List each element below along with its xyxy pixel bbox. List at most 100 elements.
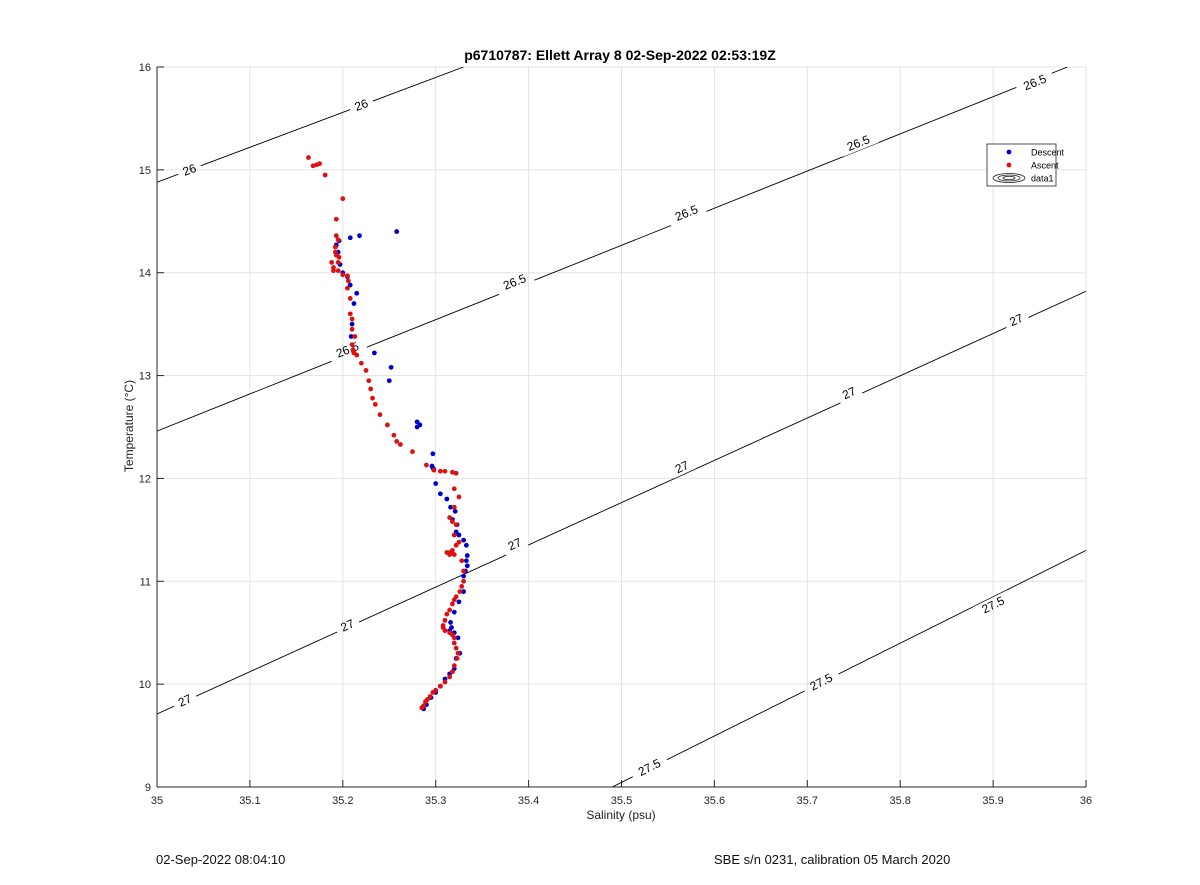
y-tick-label: 15 (139, 165, 151, 177)
descent-point (451, 609, 457, 615)
ascent-point (451, 486, 457, 492)
density-contour-line (157, 67, 464, 183)
ascent-point (333, 233, 339, 239)
descent-point (348, 334, 354, 339)
ascent-point (453, 522, 459, 528)
legend-entry: data1 (1031, 174, 1054, 184)
ascent-point (461, 568, 466, 574)
density-contour-label: 27 (338, 616, 356, 634)
ascent-point (451, 640, 457, 646)
ascent-point (451, 552, 457, 557)
density-contour-label: 26 (353, 96, 371, 114)
x-tick-label: 35.4 (518, 795, 539, 807)
ascent-point (347, 311, 353, 317)
y-tick-label: 13 (139, 371, 151, 383)
x-tick-label: 35.5 (611, 795, 632, 807)
descent-point (371, 350, 377, 356)
ascent-point (358, 360, 364, 366)
x-tick-label: 35.6 (704, 795, 725, 807)
descent-point (347, 282, 353, 288)
ascent-point (450, 469, 455, 475)
ascent-point (442, 679, 448, 685)
y-tick-label: 14 (139, 268, 151, 280)
ascent-point (310, 163, 316, 169)
descent-point (357, 233, 362, 239)
density-contour-line (157, 67, 1068, 432)
ascent-point (459, 584, 465, 589)
density-contour-label: 27 (176, 691, 194, 709)
series-ascent (306, 155, 466, 711)
x-tick-label: 35.2 (332, 795, 353, 807)
ascent-point (397, 442, 403, 447)
ascent-point (450, 601, 455, 607)
descent-point (452, 508, 458, 514)
ascent-point (454, 656, 460, 661)
legend-marker (1006, 149, 1012, 155)
ascent-point (349, 316, 355, 322)
density-contour-line (612, 550, 1086, 787)
ascent-point (377, 412, 383, 418)
ascent-point (349, 326, 355, 332)
descent-point (464, 553, 470, 558)
ascent-point (322, 172, 328, 178)
legend: Descent Ascent data1 (986, 143, 1065, 187)
y-axis-label: Temperature (°C) (122, 380, 136, 472)
descent-point (430, 451, 436, 457)
legend-entry: Descent (1031, 148, 1065, 158)
ascent-point (453, 645, 459, 651)
descent-point (347, 235, 353, 241)
descent-point (456, 599, 462, 605)
descent-point (351, 301, 357, 306)
ascent-point (394, 439, 400, 444)
descent-point (388, 364, 394, 370)
ascent-point (332, 244, 338, 250)
ascent-point (450, 519, 455, 525)
descent-point (461, 589, 466, 594)
ascent-point (451, 635, 457, 641)
ascent-point (368, 386, 374, 392)
ascent-point (335, 260, 341, 265)
grid (156, 66, 1087, 788)
descent-point (433, 481, 439, 486)
ascent-point (345, 278, 351, 284)
footer-sensor-info: SBE s/n 0231, calibration 05 March 2020 (714, 852, 951, 867)
y-tick-label: 9 (145, 782, 151, 794)
descent-point (456, 532, 462, 538)
descent-point (394, 229, 400, 234)
ascent-point (450, 669, 455, 675)
ascent-point (442, 617, 448, 623)
y-tick-label: 11 (140, 576, 151, 588)
ascent-point (461, 578, 466, 584)
ascent-point (456, 539, 462, 545)
x-tick-label: 35.1 (239, 795, 260, 807)
ascent-point (424, 462, 429, 468)
ascent-point (410, 449, 415, 455)
y-tick-label: 10 (139, 679, 151, 691)
ascent-point (391, 432, 397, 438)
descent-point (444, 496, 450, 502)
x-tick-label: 35 (151, 795, 163, 807)
density-contour-label: 27 (1007, 311, 1025, 329)
ascent-point (372, 401, 378, 407)
legend-entry: Ascent (1031, 161, 1059, 171)
ascent-point (335, 237, 341, 243)
ascent-point (329, 260, 335, 265)
descent-point (414, 419, 420, 425)
ascent-point (349, 342, 355, 348)
ascent-point (447, 515, 453, 520)
ascent-point (447, 674, 453, 680)
ascent-point (437, 683, 443, 689)
density-contour-label: 27 (673, 458, 691, 476)
ascent-point (340, 196, 346, 202)
y-tick-label: 12 (139, 473, 151, 485)
chart-title: p6710787: Ellett Array 8 02-Sep-2022 02:… (464, 47, 776, 63)
ascent-point (331, 268, 336, 274)
descent-point (437, 491, 443, 497)
ascent-point (442, 628, 448, 634)
ascent-point (451, 597, 457, 603)
ascent-point (427, 694, 433, 699)
descent-point (349, 321, 355, 327)
ascent-point (457, 589, 463, 594)
descent-point (455, 635, 461, 641)
legend-marker (1006, 162, 1012, 168)
